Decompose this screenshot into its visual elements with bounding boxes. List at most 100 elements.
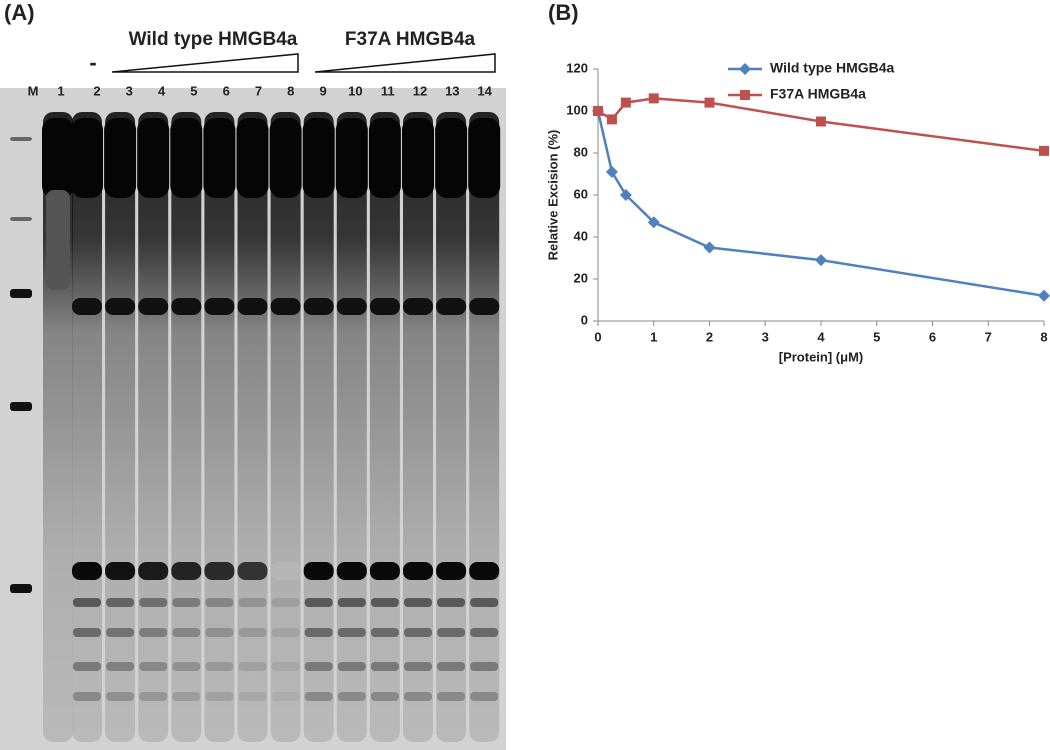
gel-band <box>72 298 102 315</box>
y-tick-label: 100 <box>566 102 588 117</box>
legend-label: Wild type HMGB4a <box>770 60 895 76</box>
gel-band <box>204 562 235 580</box>
lane-label: 14 <box>477 83 492 98</box>
gel-band <box>304 598 333 607</box>
data-point <box>1039 145 1049 156</box>
gel-band <box>302 118 335 198</box>
x-tick-label: 8 <box>1040 329 1047 344</box>
gel-band <box>204 298 235 315</box>
gel-band <box>46 190 70 290</box>
gel-band <box>171 562 202 580</box>
legend-label: F37A HMGB4a <box>770 86 866 102</box>
lane-label: 7 <box>255 83 262 98</box>
lane-label: 5 <box>190 83 197 98</box>
gel-band <box>73 692 101 701</box>
gel-band <box>369 562 400 580</box>
gel-band <box>139 662 168 671</box>
x-tick-label: 2 <box>706 329 713 344</box>
lane-label: 9 <box>319 83 326 98</box>
gel-band <box>470 662 499 671</box>
gel-band <box>172 628 201 637</box>
data-point <box>605 165 618 178</box>
gel-band <box>404 662 432 671</box>
y-tick-label: 40 <box>574 228 588 243</box>
group-label: Wild type HMGB4a <box>129 29 298 50</box>
marker-band <box>10 217 32 221</box>
gel-band <box>238 628 267 637</box>
gel-band <box>469 298 500 315</box>
x-tick-label: 4 <box>817 329 825 344</box>
gel-band <box>437 598 466 607</box>
gel-band <box>270 298 301 315</box>
gel-band <box>304 662 333 671</box>
x-tick-label: 3 <box>762 329 769 344</box>
gel-band <box>337 692 366 701</box>
panel-label: (A) <box>4 0 35 25</box>
gel-band <box>335 118 368 198</box>
gel-band <box>237 562 268 580</box>
gel-band <box>336 562 367 580</box>
gel-band <box>105 562 136 580</box>
y-tick-label: 20 <box>574 270 588 285</box>
gel-band <box>436 298 467 315</box>
gel-lane <box>369 112 400 742</box>
data-point <box>704 97 715 108</box>
gel-band <box>172 598 201 607</box>
x-tick-label: 6 <box>929 329 936 344</box>
gel-band <box>437 662 466 671</box>
marker-band <box>10 289 32 298</box>
gel-band <box>73 628 101 637</box>
gel-band <box>237 298 268 315</box>
legend-marker <box>739 63 751 75</box>
gel-band <box>106 662 135 671</box>
data-point <box>647 216 660 229</box>
gel-band <box>73 598 101 607</box>
gel-band <box>106 692 135 701</box>
x-tick-label: 0 <box>594 329 601 344</box>
lane-label: 6 <box>223 83 230 98</box>
data-point <box>620 97 631 108</box>
gel-band <box>370 692 399 701</box>
gel-band <box>138 562 169 580</box>
data-point <box>1038 289 1050 302</box>
gel-band <box>203 118 236 198</box>
gel-band <box>139 628 168 637</box>
lane-label: 1 <box>57 83 64 98</box>
gel-band <box>470 628 499 637</box>
gel-lane <box>403 112 433 742</box>
gel-band <box>236 118 269 198</box>
gel-band <box>370 628 399 637</box>
gel-band <box>337 598 366 607</box>
gel-band <box>271 692 300 701</box>
y-tick-label: 60 <box>574 186 588 201</box>
gel-band <box>238 598 267 607</box>
data-point <box>593 106 603 116</box>
gel-band <box>303 298 334 315</box>
gel-band <box>106 628 135 637</box>
gel-band <box>139 598 168 607</box>
gel-band <box>269 118 302 198</box>
gel-lane <box>204 112 235 742</box>
gel-band <box>470 598 499 607</box>
gel-band <box>468 118 501 198</box>
gel-band <box>370 598 399 607</box>
gel-band <box>369 298 400 315</box>
gel-band <box>336 298 367 315</box>
gel-band <box>337 662 366 671</box>
wedge <box>314 53 496 73</box>
gel-lane <box>171 112 202 742</box>
data-point <box>606 114 617 125</box>
gel-band <box>271 662 300 671</box>
gel-lane <box>105 112 136 742</box>
y-tick-label: 120 <box>566 60 588 75</box>
gel-band <box>104 118 137 198</box>
gel-band <box>435 118 468 198</box>
lane-label: 4 <box>158 83 166 98</box>
gel-lane <box>303 112 334 742</box>
marker-band <box>10 584 32 593</box>
gel-band <box>205 598 234 607</box>
lane-label: 10 <box>348 83 362 98</box>
lane-label: 3 <box>126 83 133 98</box>
gel-band <box>304 628 333 637</box>
gel-band <box>271 628 300 637</box>
